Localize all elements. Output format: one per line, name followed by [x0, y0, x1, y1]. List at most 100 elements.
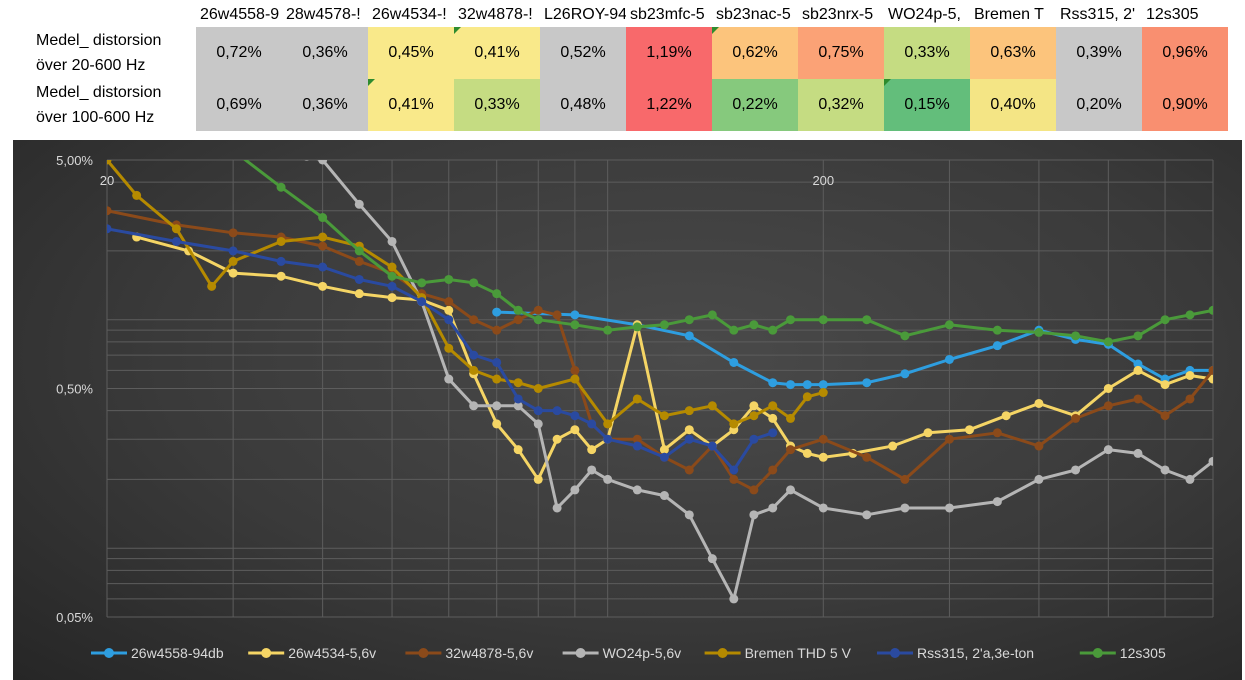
- data-point: [492, 307, 502, 317]
- legend-marker: [717, 648, 728, 658]
- data-point: [533, 474, 543, 484]
- series-line: [136, 235, 1213, 481]
- series-32w4878-5-6v: [107, 206, 1213, 495]
- data-point: [768, 378, 778, 388]
- data-point: [729, 594, 739, 604]
- series-line: [316, 160, 1213, 601]
- distortion-chart: 5,00% 0,50% 0,05% 20 200 26w4558-94db 26w4534-…: [13, 140, 1242, 680]
- row-label-line: Medel_ distorsion: [36, 84, 162, 101]
- data-point: [659, 411, 669, 421]
- data-point: [1133, 359, 1143, 369]
- data-point: [1133, 365, 1143, 375]
- data-point: [444, 274, 454, 284]
- row-label-line: över 20-600 Hz: [36, 57, 146, 74]
- table-cell: 0,33%: [884, 27, 970, 79]
- data-point: [684, 406, 694, 416]
- comment-marker: [368, 79, 375, 86]
- y-tick-label: 5,00%: [56, 153, 93, 168]
- table-cell: 1,22%: [626, 79, 712, 131]
- data-point: [1071, 465, 1081, 475]
- data-point: [632, 485, 642, 495]
- data-point: [570, 374, 580, 384]
- data-point: [992, 428, 1002, 438]
- data-point: [513, 445, 523, 455]
- table-cell: 1,19%: [626, 27, 712, 79]
- data-point: [1160, 411, 1170, 421]
- data-point: [492, 357, 502, 367]
- data-point: [900, 331, 910, 341]
- data-point: [818, 503, 828, 513]
- data-point: [228, 246, 238, 256]
- data-point: [768, 401, 778, 411]
- data-point: [786, 315, 796, 325]
- legend-marker: [261, 648, 272, 658]
- data-point: [1103, 337, 1113, 347]
- legend-entry: 12s305: [1079, 645, 1166, 661]
- data-point: [1071, 413, 1081, 423]
- row-label: Medel_ distorsion över 20-600 Hz: [36, 28, 196, 78]
- data-point: [387, 262, 397, 272]
- column-header: Rss315, 2': [1060, 6, 1136, 23]
- data-point: [768, 503, 778, 513]
- data-point: [818, 452, 828, 462]
- data-point: [1133, 394, 1143, 404]
- data-point: [802, 380, 812, 390]
- table-cell: 0,40%: [970, 79, 1056, 131]
- data-point: [469, 365, 479, 375]
- column-header: Bremen T: [974, 6, 1044, 23]
- data-point: [207, 281, 217, 291]
- legend-entry: 32w4878-5,6v: [405, 645, 533, 661]
- data-point: [318, 232, 328, 242]
- table-cell: 0,33%: [454, 79, 540, 131]
- data-point: [707, 441, 717, 451]
- legend-label: Bremen THD 5 V: [745, 645, 852, 661]
- data-point: [387, 293, 397, 303]
- data-point: [387, 236, 397, 246]
- data-point: [749, 401, 759, 411]
- data-point: [570, 310, 580, 320]
- data-point: [1034, 327, 1044, 337]
- data-point: [900, 474, 910, 484]
- data-point: [1185, 310, 1195, 320]
- data-point: [1185, 474, 1195, 484]
- column-header: 26w4558-9: [200, 6, 280, 23]
- legend-entry: Rss315, 2'a,3e-ton: [877, 645, 1034, 661]
- row-label-line: över 100-600 Hz: [36, 109, 155, 126]
- data-point: [492, 374, 502, 384]
- y-tick-label: 0,50%: [56, 382, 93, 397]
- data-point: [944, 354, 954, 364]
- data-point: [533, 406, 543, 416]
- data-point: [587, 445, 597, 455]
- data-point: [513, 394, 523, 404]
- data-point: [417, 297, 427, 307]
- data-point: [354, 274, 364, 284]
- column-header: sb23nrx-5: [802, 6, 874, 23]
- row-label-line: Medel_ distorsion: [36, 32, 162, 49]
- table-cell: 0,63%: [970, 27, 1056, 79]
- y-tick-label: 0,05%: [56, 610, 93, 625]
- legend-marker: [575, 648, 586, 658]
- table-cell: 0,62%: [712, 27, 798, 79]
- data-point: [1160, 380, 1170, 390]
- data-point: [818, 315, 828, 325]
- data-point: [684, 465, 694, 475]
- series-line: [243, 160, 1213, 344]
- data-point: [786, 445, 796, 455]
- table-cell: 0,36%: [282, 27, 368, 79]
- data-point: [570, 411, 580, 421]
- data-point: [1071, 331, 1081, 341]
- data-point: [318, 241, 328, 251]
- data-point: [707, 554, 717, 564]
- data-point: [729, 465, 739, 475]
- data-point: [862, 452, 872, 462]
- data-point: [276, 271, 286, 281]
- legend-label: 26w4534-5,6v: [288, 645, 376, 661]
- data-point: [469, 315, 479, 325]
- data-point: [552, 434, 562, 444]
- data-point: [862, 510, 872, 520]
- row-label: Medel_ distorsion över 100-600 Hz: [36, 80, 196, 130]
- comment-marker: [884, 79, 891, 86]
- data-point: [632, 322, 642, 332]
- data-point: [276, 256, 286, 266]
- column-header: 32w4878-!: [458, 6, 533, 23]
